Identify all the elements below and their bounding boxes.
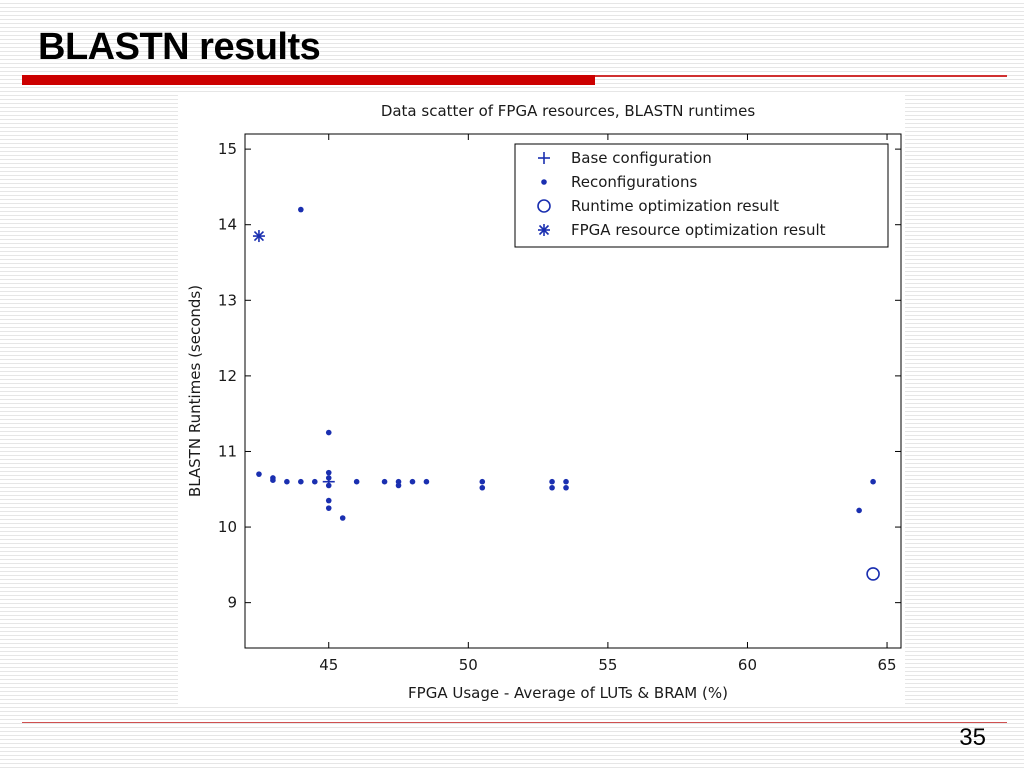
reconfiguration-point [311,478,318,485]
reconfiguration-point [423,478,430,485]
legend-marker-plus [538,152,550,164]
slide-number: 35 [959,724,986,751]
legend-marker-circle [537,199,551,213]
reconfiguration-point [549,478,555,485]
reconfiguration-point [870,478,876,485]
x-tick-label: 55 [598,656,617,674]
y-tick-label: 14 [218,216,237,234]
fpga-resource-optimization-point [252,230,265,243]
scatter-chart: Data scatter of FPGA resources, BLASTN r… [186,102,902,702]
reconfiguration-point [339,515,346,521]
runtime-optimization-point [866,567,880,581]
reconfiguration-point [325,429,332,436]
legend-box [514,143,889,248]
legend-label: Base configuration [571,149,712,167]
reconfiguration-point [325,505,332,511]
base-configuration-point [322,475,335,488]
x-tick-label: 60 [738,656,757,674]
legend-marker-dot [541,179,547,185]
reconfiguration-point [270,477,276,483]
y-tick-label: 15 [218,140,237,158]
x-axis-label: FPGA Usage - Average of LUTs & BRAM (%) [408,684,728,702]
reconfiguration-point [353,478,360,485]
legend: Base configuration Reconfigurations Runtim… [514,143,889,248]
reconfiguration-point [549,484,555,491]
legend-label: FPGA resource optimization result [571,221,826,239]
chart-title: Data scatter of FPGA resources, BLASTN r… [381,102,756,120]
x-tick-label: 45 [319,656,338,674]
reconfiguration-point [284,478,290,485]
reconfiguration-point [381,478,388,485]
x-tick-label: 65 [877,656,896,674]
legend-label: Runtime optimization result [571,197,779,215]
reconfiguration-point [856,507,862,514]
reconfiguration-point [479,484,486,491]
y-axis-label: BLASTN Runtimes (seconds) [186,285,204,497]
plot-area-frame [244,133,902,649]
y-tick-label: 10 [218,518,237,536]
reconfiguration-point [395,482,402,489]
reconfiguration-point [298,206,304,213]
slide-title: BLASTN results [38,26,321,68]
y-axis: 9 10 11 12 13 14 15 [218,140,901,612]
reconfiguration-point [409,478,416,485]
reconfiguration-point [563,478,569,485]
reconfiguration-point [479,478,486,485]
y-tick-label: 13 [218,291,237,309]
y-tick-label: 12 [218,367,237,385]
legend-marker-star [538,224,550,236]
title-underline-thin [595,75,1007,77]
reconfiguration-point [256,471,262,477]
legend-label: Reconfigurations [571,173,697,191]
reconfiguration-point [325,469,332,476]
reconfiguration-point [298,478,304,485]
reconfiguration-point [563,484,569,491]
y-tick-label: 11 [218,442,237,460]
y-tick-label: 9 [227,594,237,612]
footer-divider [22,722,1007,723]
reconfiguration-point [325,497,332,504]
title-underline-red [22,75,595,85]
data-points [252,206,880,581]
x-axis: 45 50 55 60 65 [319,134,897,674]
scatter-chart-panel: Data scatter of FPGA resources, BLASTN r… [178,95,905,707]
x-tick-label: 50 [459,656,478,674]
